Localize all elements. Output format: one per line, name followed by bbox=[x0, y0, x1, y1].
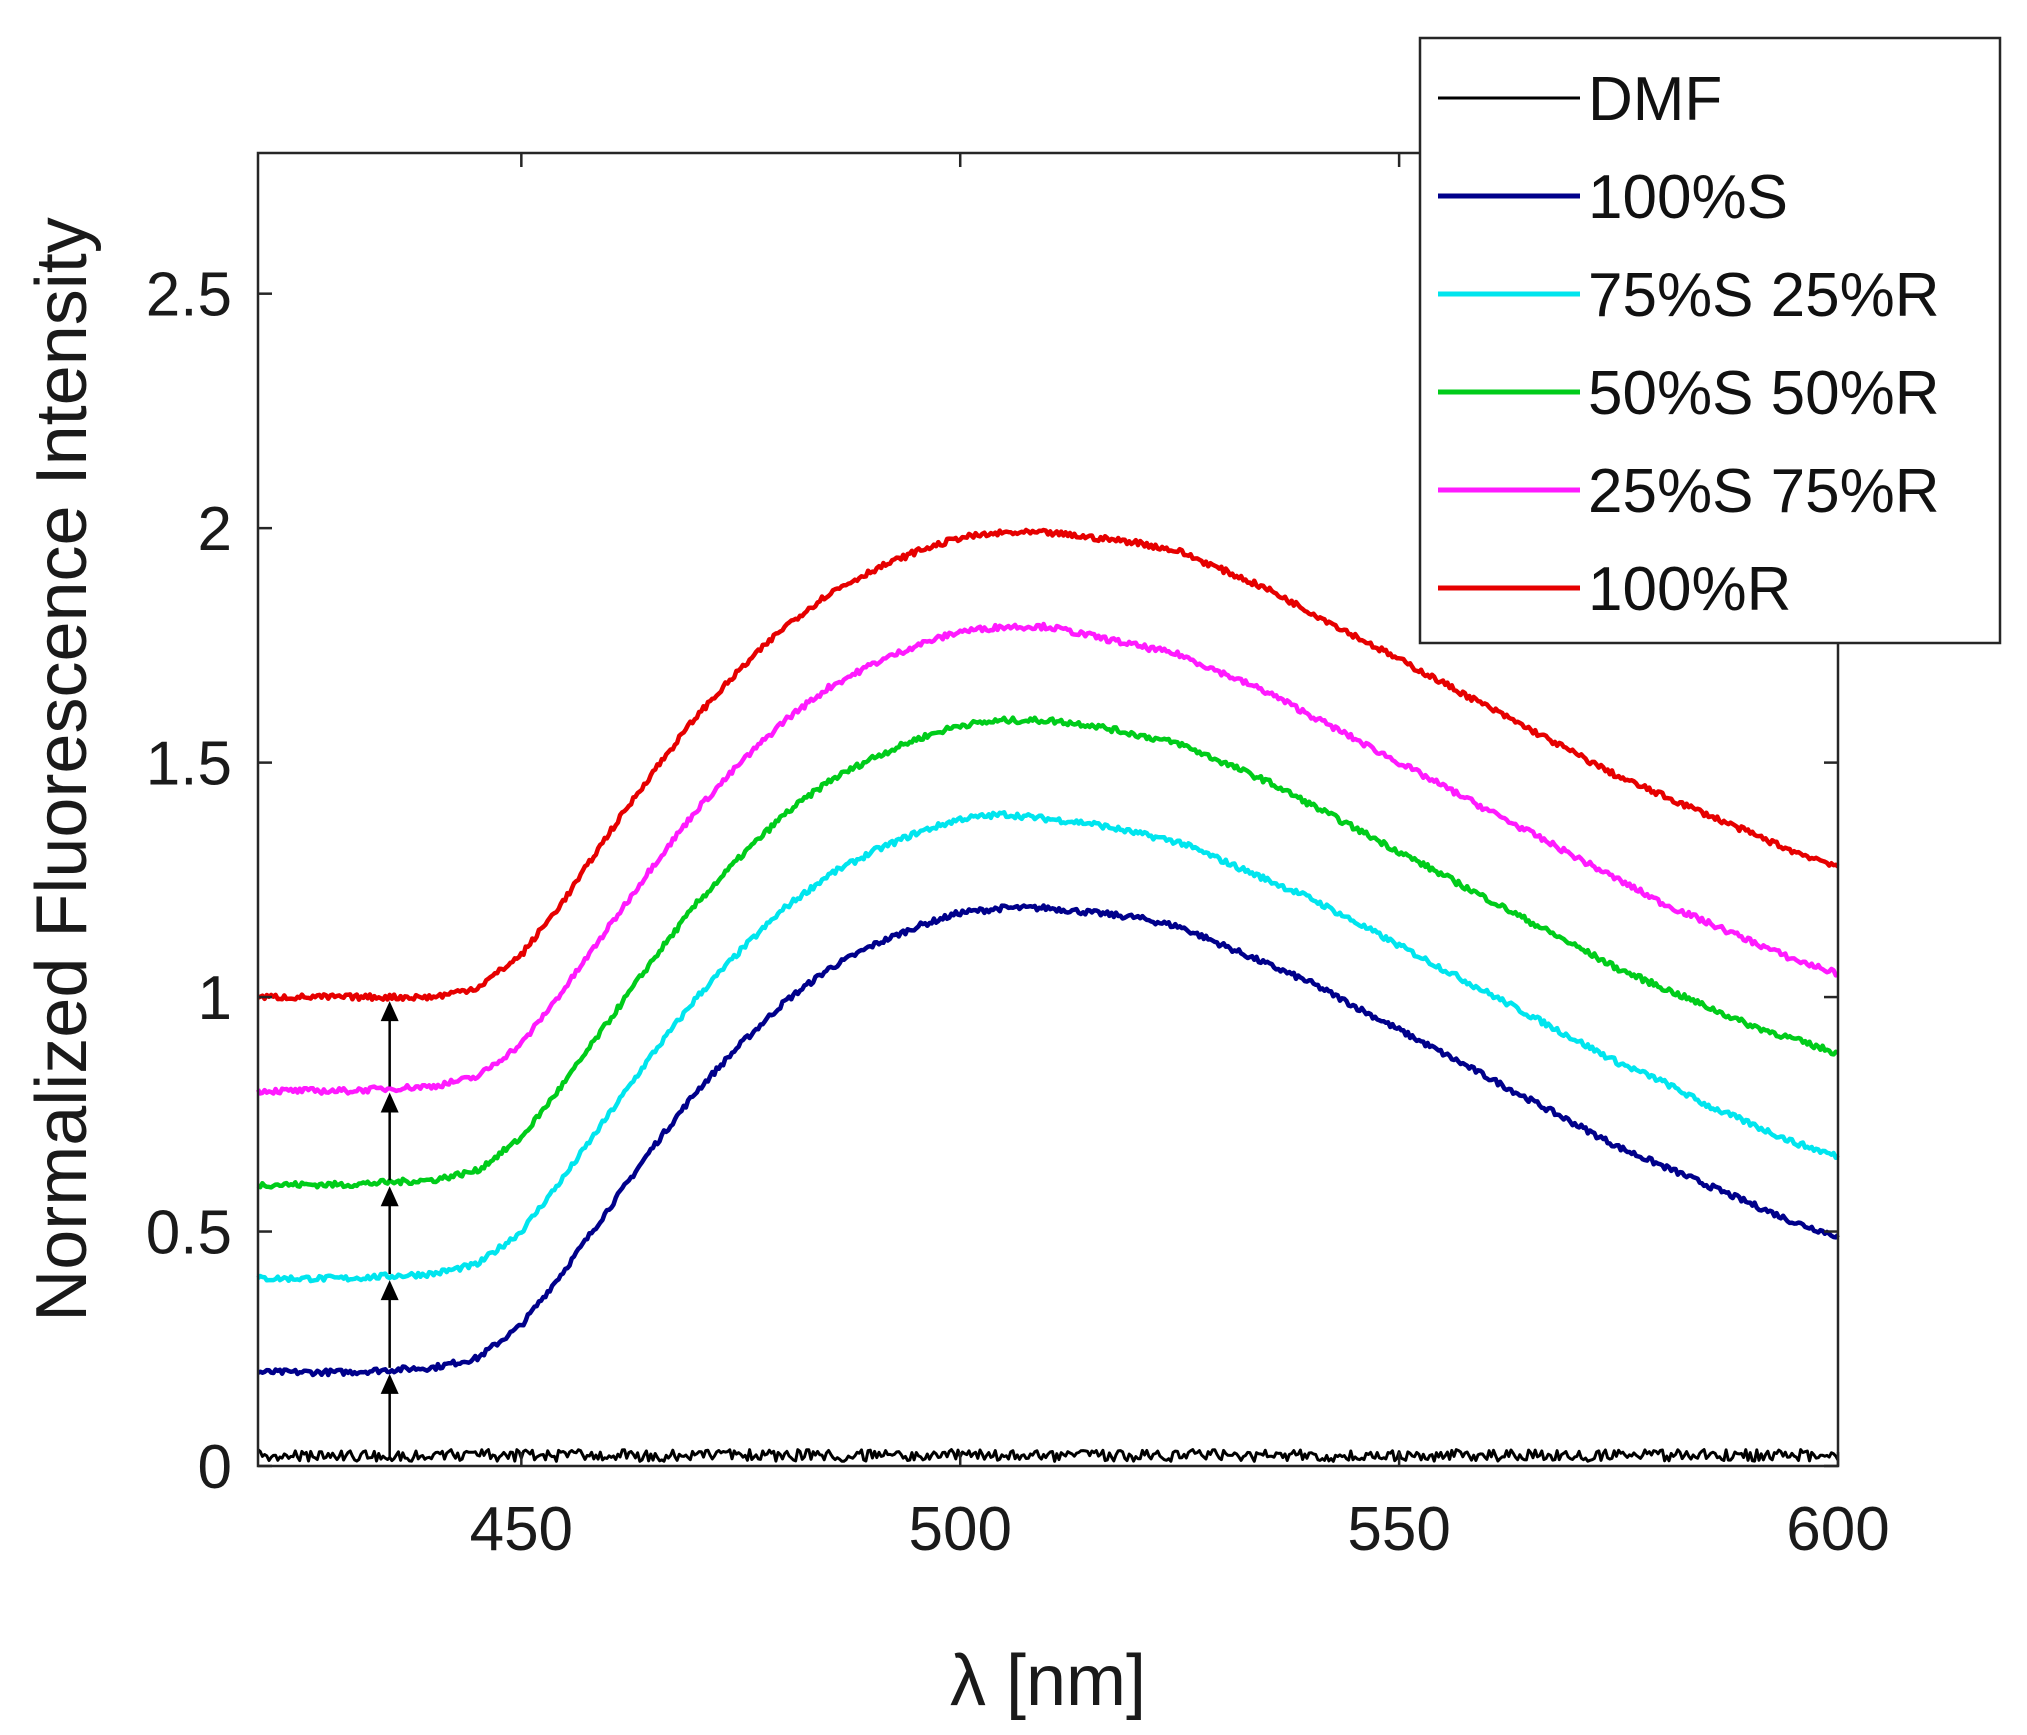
series-line-100-r bbox=[257, 527, 1840, 1002]
arrow-head bbox=[380, 1280, 399, 1301]
y-tick-label: 0 bbox=[198, 1433, 232, 1502]
series-line-50-s-50-r bbox=[256, 715, 1839, 1190]
legend-label: 25%S 75%R bbox=[1588, 457, 1940, 526]
arrow-head bbox=[380, 1186, 399, 1207]
x-tick-label: 600 bbox=[1786, 1495, 1889, 1564]
series-line-25-s-75-r bbox=[256, 621, 1839, 1096]
legend-label: 50%S 50%R bbox=[1588, 359, 1940, 428]
x-tick-label: 450 bbox=[470, 1495, 573, 1564]
legend-label: DMF bbox=[1588, 65, 1722, 134]
arrow-head bbox=[380, 1001, 399, 1022]
y-tick-label: 0.5 bbox=[146, 1199, 232, 1268]
y-axis-title: Normalized Fluorescence Intensity bbox=[22, 217, 102, 1321]
arrow-head bbox=[380, 1092, 399, 1113]
y-tick-label: 2.5 bbox=[146, 261, 232, 330]
plot-frame bbox=[256, 151, 1840, 1468]
arrow-layer bbox=[380, 1001, 399, 1460]
x-tick-label: 500 bbox=[908, 1495, 1011, 1564]
y-tick-label: 1 bbox=[198, 964, 232, 1033]
x-axis-title: λ [nm] bbox=[950, 1641, 1146, 1721]
legend-label: 75%S 25%R bbox=[1588, 261, 1940, 330]
tick-layer: 450 500 550 600 0 0.5 1 1.5 2 2.5 bbox=[146, 153, 1890, 1564]
arrow-head bbox=[380, 1373, 399, 1394]
legend-label: 100%R bbox=[1588, 555, 1791, 624]
x-tick-label: 550 bbox=[1347, 1495, 1450, 1564]
series-line-75-s-25-r bbox=[256, 809, 1840, 1284]
y-tick-label: 1.5 bbox=[146, 730, 232, 799]
legend-box bbox=[1418, 36, 2002, 645]
y-tick-label: 2 bbox=[198, 495, 232, 564]
legend-label: 100%S bbox=[1588, 163, 1788, 232]
legend: DMF 100%S 75%S 25%R 50%S 50%R 25%S 75%R 100%R bbox=[1418, 36, 2002, 645]
series-line-100-s bbox=[256, 903, 1840, 1378]
